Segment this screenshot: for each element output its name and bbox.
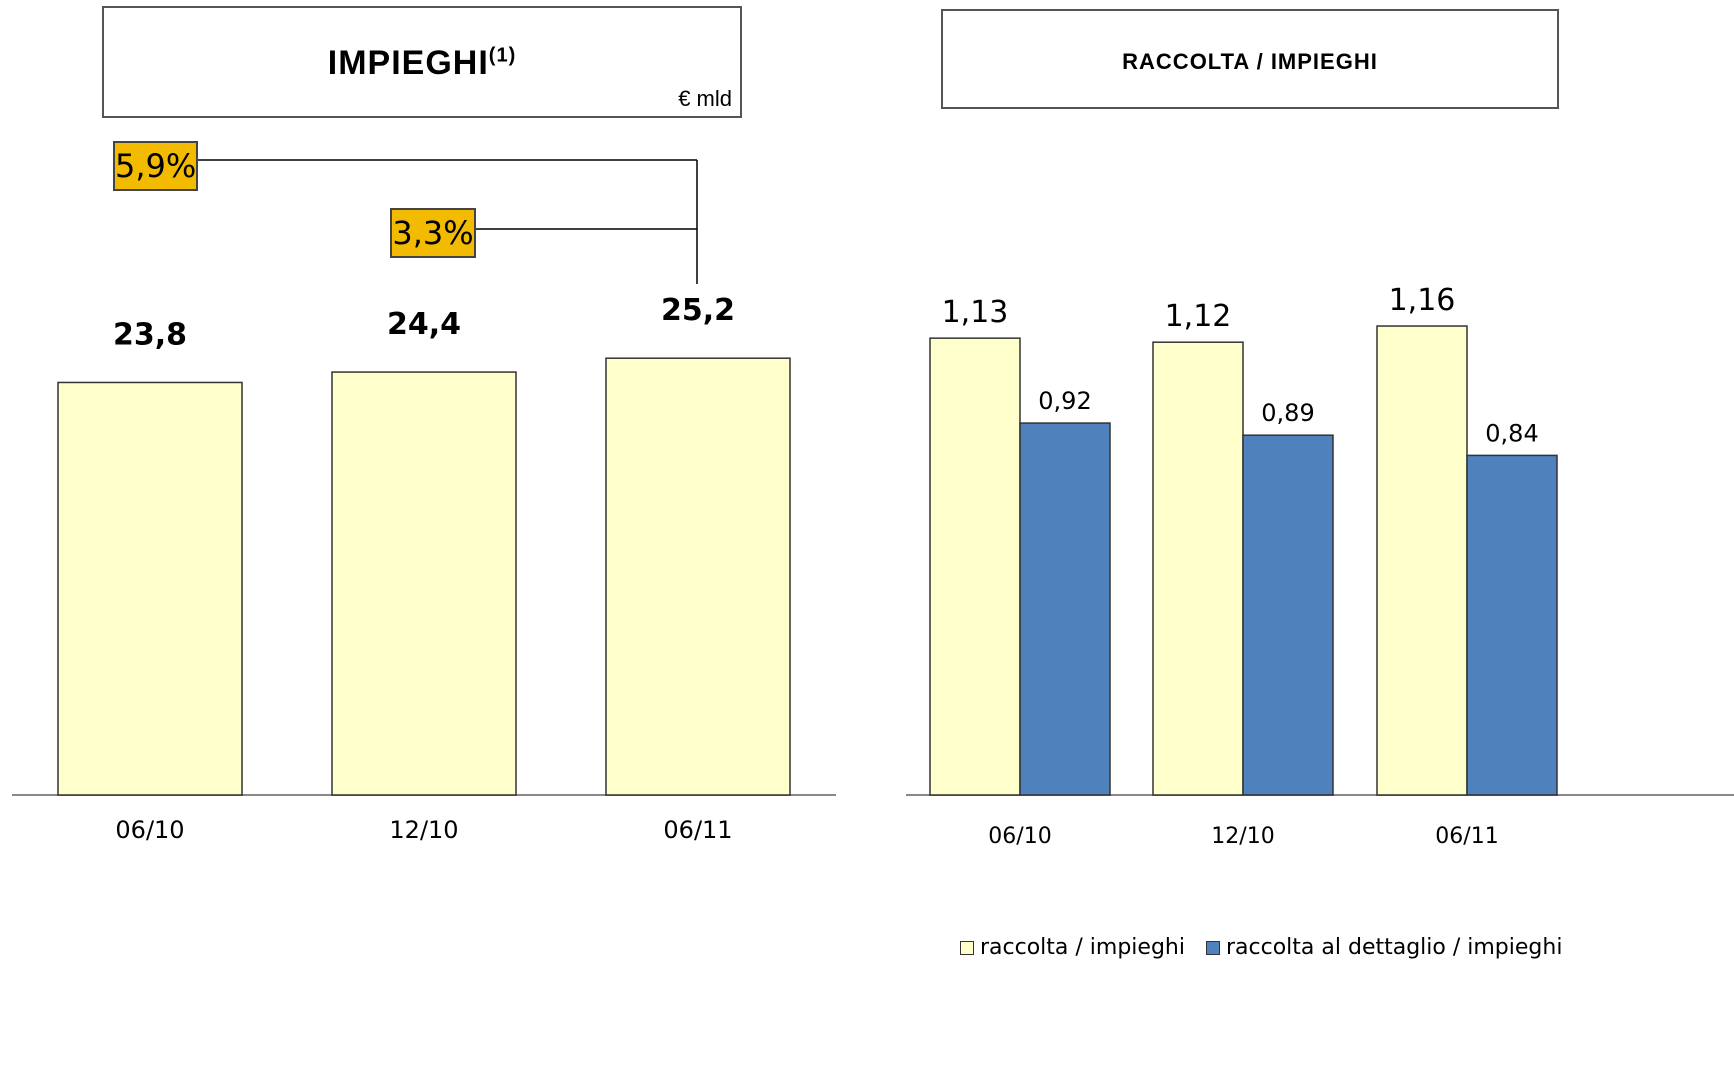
- right-tick-label-2: 06/11: [1435, 824, 1498, 849]
- right-value-label-s1-0: 0,92: [1038, 387, 1091, 415]
- growth-badge-annual: 5,9%: [113, 141, 198, 191]
- right-value-label-s1-1: 0,89: [1261, 399, 1314, 427]
- legend-label-series-1: raccolta / impieghi: [980, 935, 1185, 960]
- legend-series-1: raccolta / impieghi: [960, 935, 1185, 960]
- left-tick-label-1: 12/10: [389, 816, 458, 844]
- right-tick-label-1: 12/10: [1211, 824, 1274, 849]
- right-bar-s1-0: [1019, 422, 1111, 796]
- right-chart: 1,13 0,92 06/10 1,12 0,89 12/10 1,16 0,84 06/11: [906, 283, 1734, 849]
- legend-swatch-series-2: [1206, 940, 1220, 955]
- left-chart-title-text: IMPIEGHI: [327, 44, 489, 82]
- right-bar-s1-2: [1466, 454, 1558, 796]
- left-chart-title-box: IMPIEGHI(1) € mld: [102, 6, 742, 118]
- left-chart-unit: € mld: [678, 86, 732, 111]
- left-chart-title-note: (1): [488, 44, 517, 67]
- legend-swatch-series-1: [960, 940, 974, 955]
- left-bar-0: [57, 381, 243, 796]
- left-value-label-1: 24,4: [387, 307, 461, 342]
- right-tick-label-0: 06/10: [988, 824, 1051, 849]
- left-bar-2: [605, 357, 791, 796]
- right-value-label-s0-0: 1,13: [942, 295, 1009, 330]
- right-value-label-s0-1: 1,12: [1165, 299, 1232, 334]
- left-chart-title: IMPIEGHI(1): [104, 44, 740, 83]
- left-tick-label-0: 06/10: [115, 816, 184, 844]
- left-value-label-2: 25,2: [661, 293, 735, 328]
- right-bar-s1-1: [1242, 434, 1334, 796]
- right-value-label-s1-2: 0,84: [1485, 419, 1538, 447]
- right-bar-s0-2: [1376, 325, 1468, 796]
- legend-label-series-2: raccolta al dettaglio / impieghi: [1226, 935, 1563, 960]
- right-value-label-s0-2: 1,16: [1389, 283, 1456, 318]
- right-chart-title: RACCOLTA / IMPIEGHI: [1122, 49, 1378, 74]
- left-chart: 23,8 06/10 24,4 12/10 25,2 06/11: [12, 159, 836, 844]
- right-bar-s0-0: [929, 337, 1021, 796]
- legend-series-2: raccolta al dettaglio / impieghi: [1206, 935, 1562, 960]
- left-tick-label-2: 06/11: [663, 816, 732, 844]
- right-chart-title-box: RACCOLTA / IMPIEGHI: [941, 9, 1559, 109]
- growth-badge-semester: 3,3%: [390, 208, 476, 258]
- left-bar-1: [331, 371, 517, 796]
- left-value-label-0: 23,8: [113, 317, 187, 352]
- right-bar-s0-1: [1152, 341, 1244, 796]
